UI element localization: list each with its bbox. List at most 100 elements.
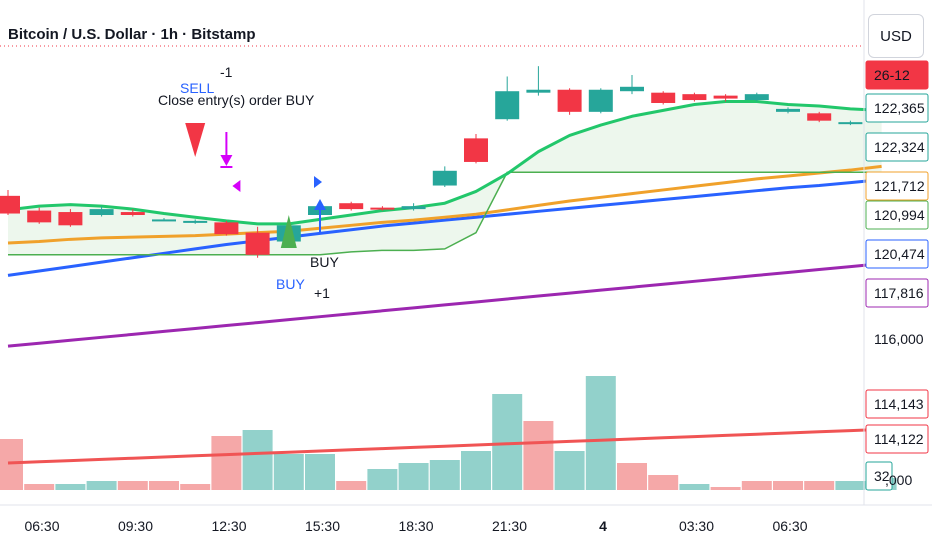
volume-ma-line: [7, 427, 882, 465]
price-label: ,000: [885, 472, 912, 488]
candle-body: [432, 170, 457, 186]
candle: [245, 226, 270, 258]
candle: [401, 203, 426, 211]
ema-purple-line: [7, 262, 882, 348]
volume-bar: [804, 481, 835, 490]
candle: [807, 111, 832, 123]
price-label-text: 122,324: [874, 139, 925, 155]
volume-bar: [710, 487, 741, 490]
volume-bar: [679, 484, 710, 490]
price-label-box: [865, 424, 929, 454]
price-label-box: [865, 239, 929, 269]
candle: [120, 209, 145, 217]
volume-bar: [336, 481, 367, 490]
price-label-box: [865, 461, 893, 491]
candle-body: [120, 212, 145, 215]
time-axis-label: 12:30: [211, 518, 246, 534]
price-label-box: [865, 389, 929, 419]
price-label: 114,122: [865, 424, 929, 454]
trend-fill-area: [8, 101, 882, 255]
price-label-text: 32: [874, 468, 890, 484]
position-flag-left: [232, 180, 241, 192]
symbol-title[interactable]: Bitcoin / U.S. Dollar · 1h · Bitstamp: [8, 26, 256, 43]
currency-button[interactable]: USD: [868, 14, 924, 58]
candle-body: [183, 220, 208, 223]
candle: [58, 209, 83, 227]
candle: [838, 120, 863, 126]
candle-body: [807, 113, 832, 121]
price-label-box: [865, 200, 929, 230]
time-axis-label: 4: [599, 518, 607, 534]
candle-body: [588, 89, 613, 112]
volume-bar: [648, 475, 679, 490]
buy-label-blue: BUY: [276, 276, 305, 292]
volume-bar: [273, 454, 304, 490]
candle-body: [464, 138, 488, 162]
volume-bar: [398, 463, 429, 490]
volume-bar: [367, 469, 398, 490]
candle-body: [744, 94, 769, 101]
candle: [0, 189, 20, 215]
price-label-box: [865, 171, 929, 201]
volume-bar: [773, 481, 803, 490]
price-label-text: 121,712: [874, 178, 925, 194]
buy-label: BUY: [310, 254, 339, 270]
price-label-text: 26-12: [874, 67, 910, 83]
price-label: 121,712: [865, 171, 929, 201]
price-label-text: 122,365: [874, 100, 925, 116]
candle-body: [370, 207, 395, 210]
candle: [183, 219, 208, 224]
time-axis-label: 03:30: [679, 518, 714, 534]
trailing-stop-line: [8, 171, 882, 256]
price-label: 120,474: [865, 239, 929, 269]
time-axis-label: 15:30: [305, 518, 340, 534]
candle: [495, 76, 520, 121]
candle: [464, 133, 488, 164]
price-label-box: [865, 93, 929, 123]
candle-body: [89, 209, 114, 215]
volume-bar: [617, 463, 647, 490]
candle: [152, 217, 176, 222]
candle: [339, 201, 364, 211]
position-flag-right: [314, 176, 322, 188]
volume-bar: [180, 484, 211, 490]
candle: [432, 166, 457, 187]
volume-bar: [835, 481, 866, 490]
time-axis-label: 06:30: [24, 518, 59, 534]
volume-bar: [117, 481, 148, 490]
price-label: 116,000: [874, 331, 924, 347]
ema-green-line: [7, 100, 882, 226]
price-label-box: [865, 132, 929, 162]
volume-bar: [461, 451, 491, 490]
price-label: 120,994: [865, 200, 929, 230]
candle-body: [620, 86, 644, 92]
candle-body: [27, 210, 52, 223]
volume-bar: [24, 484, 55, 490]
close-order-label: Close entry(s) order BUY: [158, 92, 315, 108]
price-label: 122,365: [865, 93, 929, 123]
candle-body: [214, 222, 239, 235]
candle: [27, 207, 52, 224]
ema-orange-line: [7, 164, 882, 245]
candle: [713, 94, 738, 102]
candle-body: [0, 195, 20, 214]
candle-body: [838, 122, 863, 125]
price-label-text: 120,474: [874, 246, 925, 262]
volume-bar: [55, 484, 86, 490]
time-axis-label: 18:30: [398, 518, 433, 534]
price-label-text: 114,143: [874, 396, 924, 412]
candle: [526, 66, 551, 96]
sell-signal-arrow: [185, 123, 206, 157]
entry-marker-arrow: [314, 199, 326, 210]
candle-body: [682, 94, 707, 101]
time-axis-label: 09:30: [118, 518, 153, 534]
volume-bar: [429, 460, 460, 490]
volume-bar: [554, 451, 585, 490]
volume-bar: [242, 430, 273, 490]
price-label-text: ,000: [885, 472, 912, 488]
candle-body: [651, 92, 676, 103]
price-label: 122,324: [865, 132, 929, 162]
candle: [744, 92, 769, 102]
candle: [214, 220, 239, 236]
